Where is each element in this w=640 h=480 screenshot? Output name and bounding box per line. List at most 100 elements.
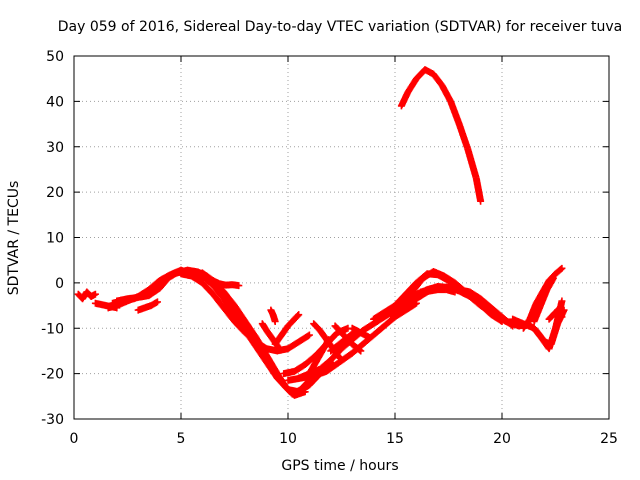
grid: [74, 56, 609, 419]
data-point: [549, 274, 557, 282]
data-point: [290, 312, 302, 323]
data-point: [316, 357, 334, 373]
data-point: [509, 322, 517, 330]
data-point: [305, 331, 313, 339]
data-point: [316, 327, 330, 342]
data-point: [430, 70, 445, 88]
data-point: [380, 314, 398, 330]
data-point: [310, 320, 323, 334]
data-point: [455, 120, 471, 152]
y-tick-label: -10: [41, 321, 64, 337]
data-point: [545, 312, 557, 323]
data-point: [113, 304, 121, 312]
data-point: [220, 288, 238, 308]
data-point: [451, 288, 459, 296]
data-point: [552, 265, 565, 278]
data-point: [391, 291, 409, 310]
data-point: [357, 347, 365, 355]
data-point: [498, 317, 506, 325]
y-axis-title: SDTVAR / TECUs: [6, 181, 22, 296]
data-point: [297, 377, 312, 394]
series-track-10: [198, 269, 309, 399]
data-point: [524, 320, 539, 334]
data-point: [408, 275, 426, 296]
y-tick-label: 10: [46, 231, 64, 247]
data-point: [335, 354, 343, 362]
chart-title: Day 059 of 2016, Sidereal Day-to-day VTE…: [58, 19, 622, 35]
data-point: [331, 322, 347, 338]
data-point: [560, 306, 568, 314]
data-point: [162, 271, 176, 285]
data-point: [558, 264, 566, 272]
data-point: [278, 323, 291, 339]
data-point: [370, 323, 387, 339]
x-tick-label: 5: [177, 431, 186, 447]
data-point: [295, 311, 303, 319]
x-tick-label: 25: [600, 431, 618, 447]
series-layer: [74, 66, 568, 399]
data-point: [526, 301, 540, 323]
series-track-17: [258, 320, 283, 353]
series-track-32: [515, 306, 568, 348]
series-track-06: [91, 299, 121, 312]
data-point: [348, 340, 364, 354]
data-point: [231, 302, 248, 324]
data-point: [252, 333, 270, 358]
data-point: [263, 328, 277, 344]
y-tick-label: -20: [41, 367, 64, 383]
data-point: [153, 298, 161, 306]
series-track-07: [177, 270, 313, 355]
data-point: [472, 175, 484, 204]
data-point: [487, 304, 505, 320]
series-track-31: [530, 274, 557, 325]
ticks: 0 5 10 15 20 25 -30 -20 -10 0 10 20 30 40 50: [41, 49, 618, 447]
data-point: [530, 303, 544, 325]
data-point: [464, 145, 480, 181]
data-point: [498, 313, 516, 329]
series-track-21: [331, 322, 365, 355]
data-point: [270, 337, 283, 353]
y-tick-label: -30: [41, 412, 64, 428]
data-point: [532, 327, 548, 345]
x-tick-label: 15: [386, 431, 404, 447]
data-point: [335, 350, 355, 366]
data-point: [263, 351, 281, 376]
data-point: [273, 370, 289, 390]
y-tick-label: 40: [46, 94, 64, 110]
data-point: [220, 304, 238, 324]
data-point: [209, 290, 227, 311]
data-point: [365, 333, 373, 341]
series-track-16: [271, 311, 303, 348]
data-point: [438, 81, 454, 104]
data-point: [477, 295, 494, 311]
data-point: [558, 297, 566, 305]
data-point: [340, 331, 355, 347]
data-point: [284, 316, 298, 330]
y-tick-label: 30: [46, 140, 64, 156]
x-tick-label: 20: [493, 431, 511, 447]
data-point: [301, 388, 309, 396]
x-tick-label: 0: [70, 431, 79, 447]
data-point: [156, 278, 169, 292]
x-axis-title: GPS time / hours: [281, 458, 398, 474]
data-point: [466, 292, 483, 308]
data-point: [310, 368, 329, 380]
data-point: [323, 359, 342, 375]
data-point: [241, 317, 259, 340]
data-point: [198, 269, 216, 284]
y-tick-label: 0: [55, 276, 64, 292]
series-track-33: [545, 306, 566, 323]
series-track-22: [348, 324, 373, 341]
data-point: [327, 341, 342, 355]
series-track-05: [134, 298, 161, 314]
series-track-01: [74, 288, 99, 303]
series-track-28: [397, 66, 485, 205]
y-tick-label: 20: [46, 185, 64, 201]
series-track-12: [267, 306, 279, 325]
data-point: [301, 352, 319, 369]
series-track-27: [417, 286, 459, 296]
data-point: [91, 290, 99, 298]
data-point: [145, 285, 162, 300]
series-track-11: [209, 277, 243, 290]
